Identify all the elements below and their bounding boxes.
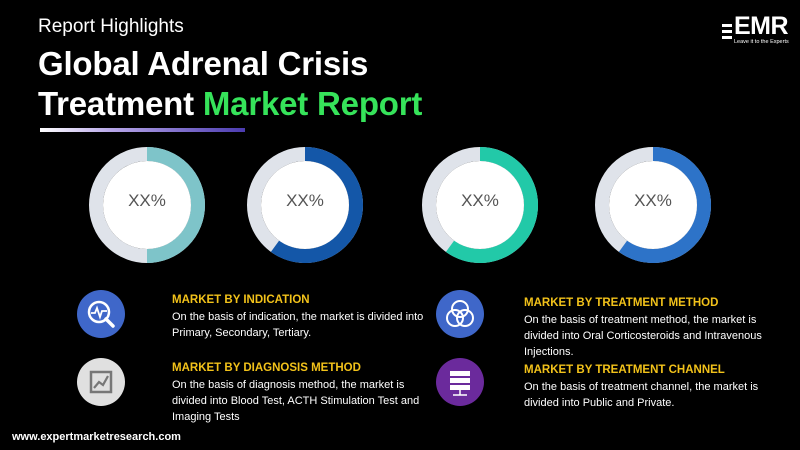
donut-chart-3: XX% xyxy=(422,147,538,263)
donut-value-3: XX% xyxy=(461,191,499,210)
segment-desc-indication: On the basis of indication, the market i… xyxy=(172,311,424,339)
donut-chart-2: XX% xyxy=(247,147,363,263)
donut-ring-2 xyxy=(247,147,363,263)
segment-title-treatment-method: MARKET BY TREATMENT METHOD xyxy=(524,297,719,309)
segment-title-indication: MARKET BY INDICATION xyxy=(172,294,310,306)
venn-circles-icon xyxy=(436,290,484,338)
donut-arc xyxy=(618,147,711,263)
donut-center xyxy=(436,161,524,249)
donut-ring-1 xyxy=(89,147,205,263)
donut-value-2: XX% xyxy=(286,191,324,210)
donut-center xyxy=(609,161,697,249)
emr-logo: EMR Leave it to the Experts xyxy=(722,10,789,54)
footer-website[interactable]: www.expertmarketresearch.com xyxy=(12,431,181,443)
donut-value-1: XX% xyxy=(128,191,166,210)
donut-arc xyxy=(147,147,205,263)
donut-arc xyxy=(270,147,363,263)
magnifier-chart-icon xyxy=(77,290,125,338)
segment-title-diagnosis: MARKET BY DIAGNOSIS METHOD xyxy=(172,362,361,374)
donut-value-4: XX% xyxy=(634,191,672,210)
title-accent: Market Report xyxy=(202,85,423,122)
donut-ring-3 xyxy=(422,147,538,263)
donut-center xyxy=(261,161,349,249)
server-icon xyxy=(436,358,484,406)
segment-desc-treatment-channel: On the basis of treatment channel, the m… xyxy=(524,381,759,409)
report-title: Global Adrenal Crisis Treatment Market R… xyxy=(38,44,422,124)
title-line-2: Treatment Market Report xyxy=(38,84,422,124)
title-line-1: Global Adrenal Crisis xyxy=(38,45,369,82)
logo-bars-icon xyxy=(722,24,732,39)
logo-tagline: Leave it to the Experts xyxy=(734,39,789,45)
donut-chart-1: XX% xyxy=(89,147,205,263)
donut-ring-4 xyxy=(595,147,711,263)
donut-chart-4: XX% xyxy=(595,147,711,263)
report-subtitle: Report Highlights xyxy=(38,16,184,37)
title-word: Treatment xyxy=(38,85,194,122)
donut-center xyxy=(103,161,191,249)
segment-desc-treatment-method: On the basis of treatment method, the ma… xyxy=(524,314,762,358)
logo-text: EMR xyxy=(734,12,789,40)
line-chart-icon xyxy=(77,358,125,406)
segment-desc-diagnosis: On the basis of diagnosis method, the ma… xyxy=(172,379,420,423)
donut-arc xyxy=(445,147,538,263)
segment-title-treatment-channel: MARKET BY TREATMENT CHANNEL xyxy=(524,364,725,376)
title-underline xyxy=(40,128,245,132)
